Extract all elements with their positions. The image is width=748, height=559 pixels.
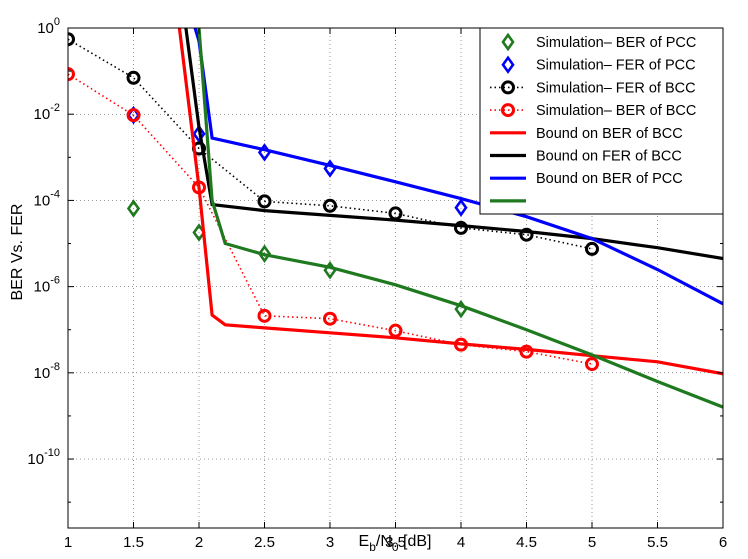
x-axis-label-main: E: [359, 533, 370, 550]
data-point: [585, 241, 599, 256]
x-axis-label-sub-b: b: [369, 540, 376, 554]
legend-label: Simulation– FER of BCC: [536, 80, 696, 96]
legend-label: Bound on BER of BCC: [536, 126, 683, 142]
x-tick-label: 1.5: [123, 534, 144, 551]
series-line: [177, 28, 723, 376]
series-4: [177, 28, 723, 376]
x-axis-label: Eb/N0 [dB]: [359, 533, 432, 554]
data-point: [388, 323, 403, 338]
legend-label: Simulation– FER of PCC: [536, 58, 696, 74]
y-tick-label: 10-10: [27, 447, 60, 468]
legend: Simulation– BER of PCC Simulation– FER of…: [479, 27, 724, 215]
data-point: [126, 199, 141, 218]
legend-marker-sample: [501, 80, 515, 95]
data-point: [454, 198, 468, 217]
y-tick-exponent: -8: [50, 361, 60, 373]
data-point: [68, 67, 75, 82]
y-tick-base: 10: [37, 20, 54, 37]
y-tick-base: 10: [34, 279, 51, 296]
legend-label: Bound on BER of PCC: [536, 171, 683, 187]
x-tick-label: 3.5: [385, 534, 406, 551]
y-tick-base: 10: [27, 451, 44, 468]
legend-marker-sample: [501, 103, 515, 118]
y-tick-exponent: 0: [54, 16, 60, 28]
series-line: [184, 28, 723, 261]
data-point: [257, 194, 272, 209]
x-tick-label: 5: [588, 534, 596, 551]
data-point: [519, 344, 534, 359]
x-tick-label: 2: [195, 534, 203, 551]
y-axis-label: BER Vs. FER: [9, 204, 26, 301]
series-6: [193, 28, 723, 306]
legend-entry: Simulation– FER of BCC: [490, 80, 696, 96]
x-tick-label: 2.5: [254, 534, 275, 551]
y-tick-label: 10-6: [34, 275, 60, 296]
grid: [68, 28, 723, 528]
legend-label: Bound on FER of BCC: [536, 149, 682, 165]
x-tick-label: 1: [64, 534, 72, 551]
legend-entry: Simulation– BER of BCC: [490, 103, 696, 119]
series-7: [197, 28, 723, 409]
y-tick-base: 10: [34, 106, 51, 123]
data-point: [519, 227, 534, 242]
legend-entry: Bound on BER of BCC: [490, 126, 683, 142]
series-line: [193, 28, 723, 306]
y-tick-exponent: -10: [44, 447, 60, 459]
axis-ticks: 1 1.5 2 2.5 3 3.5 4 4.5 5 5.5 610010-210-410-610-8…: [27, 16, 727, 551]
x-tick-label: 3: [326, 534, 334, 551]
y-tick-base: 10: [34, 192, 51, 209]
data-point: [257, 308, 272, 323]
data-point: [192, 124, 206, 144]
y-tick-label: 10-4: [34, 188, 60, 209]
plot-area: [68, 28, 723, 409]
legend-entry: Simulation– BER of PCC: [501, 32, 696, 52]
data-point: [585, 357, 599, 372]
legend-entry: Bound on FER of BCC: [490, 149, 682, 165]
y-tick-exponent: -6: [50, 275, 60, 287]
legend-label: Simulation– BER of BCC: [536, 103, 696, 119]
series-line: [197, 28, 723, 409]
y-tick-base: 10: [34, 365, 51, 382]
series-group: [68, 28, 723, 409]
legend-box: [479, 27, 724, 215]
x-tick-label: 6: [719, 534, 727, 551]
data-point: [323, 311, 337, 326]
x-axis-label-mid: /N: [376, 533, 392, 550]
y-tick-label: 100: [37, 16, 60, 37]
x-tick-label: 4: [457, 534, 465, 551]
x-axis-label-tail: [dB]: [399, 533, 432, 550]
data-point: [257, 244, 272, 263]
data-point: [68, 32, 75, 47]
x-axis-label-sub-0: 0: [392, 540, 399, 554]
data-point: [126, 70, 141, 85]
data-point: [323, 198, 337, 213]
legend-marker-sample: [501, 32, 515, 52]
legend-marker-sample: [501, 55, 515, 74]
y-tick-exponent: -4: [50, 188, 60, 200]
series-line: [68, 38, 593, 250]
y-tick-exponent: -2: [50, 102, 60, 114]
data-point: [454, 220, 468, 235]
y-tick-label: 10-8: [34, 361, 60, 382]
data-point: [126, 108, 141, 123]
legend-label: Simulation– BER of PCC: [536, 35, 696, 51]
x-tick-label: 4.5: [516, 534, 537, 551]
y-tick-label: 10-2: [34, 102, 60, 123]
x-tick-label: 5.5: [647, 534, 668, 551]
legend-entry: Bound on BER of PCC: [490, 171, 683, 187]
series-5: [184, 28, 723, 261]
legend-entry: Simulation– FER of PCC: [501, 55, 696, 74]
